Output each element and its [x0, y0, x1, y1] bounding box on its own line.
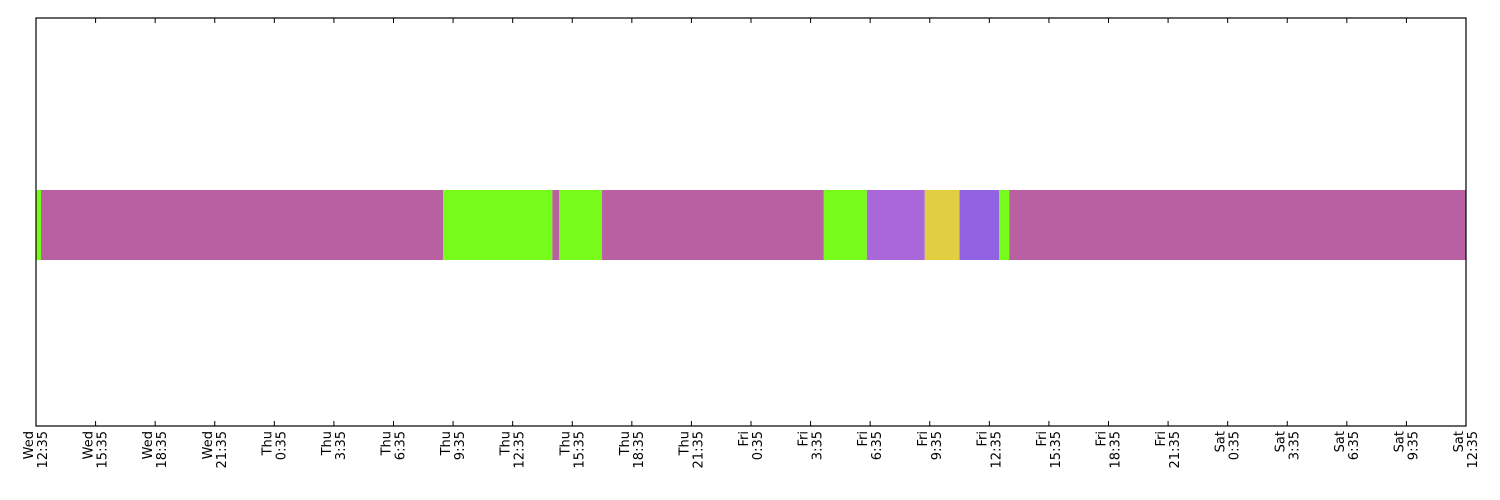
x-tick-label-4: Thu 0:35: [260, 431, 289, 460]
x-tick-day-label: Wed: [82, 431, 97, 459]
x-tick-time-label: 12:35: [36, 431, 51, 468]
x-tick-day-label: Fri: [737, 431, 752, 447]
timeline-segment-1: [40, 190, 444, 260]
x-tick-time-label: 3:35: [1287, 431, 1302, 460]
x-tick-label-7: Thu 9:35: [439, 431, 468, 460]
x-tick-label-24: Sat 12:35: [1452, 431, 1481, 468]
x-tick-time-label: 0:35: [1228, 431, 1243, 460]
x-tick-time-label: 3:35: [334, 431, 349, 460]
x-tick-label-5: Thu 3:35: [320, 431, 349, 460]
x-tick-label-21: Sat 3:35: [1273, 431, 1302, 460]
x-tick-label-3: Wed 21:35: [201, 431, 230, 468]
x-tick-time-label: 18:35: [632, 431, 647, 468]
x-tick-day-label: Fri: [1154, 431, 1169, 447]
x-tick-time-label: 9:35: [1406, 431, 1421, 460]
timeline-segment-9: [959, 190, 1000, 260]
timeline-segment-8: [924, 190, 960, 260]
x-tick-time-label: 12:35: [1466, 431, 1481, 468]
x-tick-label-10: Thu 18:35: [618, 431, 647, 468]
x-tick-label-23: Sat 9:35: [1392, 431, 1421, 460]
x-tick-label-0: Wed 12:35: [22, 431, 51, 468]
x-tick-time-label: 9:35: [453, 431, 468, 460]
x-tick-time-label: 0:35: [274, 431, 289, 460]
x-tick-time-label: 6:35: [870, 431, 885, 460]
timeline-segment-4: [559, 190, 603, 260]
timeline-segment-2: [443, 190, 553, 260]
x-tick-day-label: Wed: [201, 431, 216, 459]
x-tick-label-12: Fri 0:35: [737, 431, 766, 460]
x-tick-day-label: Wed: [141, 431, 156, 459]
x-tick-label-16: Fri 12:35: [975, 431, 1004, 468]
x-tick-time-label: 15:35: [96, 431, 111, 468]
x-tick-day-label: Fri: [1035, 431, 1050, 447]
x-tick-day-label: Thu: [320, 431, 335, 456]
x-tick-label-9: Thu 15:35: [558, 431, 587, 468]
x-tick-day-label: Thu: [677, 431, 692, 456]
x-tick-time-label: 21:35: [1168, 431, 1183, 468]
x-tick-day-label: Fri: [916, 431, 931, 447]
x-tick-label-8: Thu 12:35: [499, 431, 528, 468]
timeline-segment-7: [866, 190, 925, 260]
x-tick-day-label: Fri: [856, 431, 871, 447]
x-tick-label-2: Wed 18:35: [141, 431, 170, 468]
x-tick-time-label: 21:35: [691, 431, 706, 468]
x-tick-label-15: Fri 9:35: [916, 431, 945, 460]
timeline-segments: [36, 190, 1466, 260]
x-tick-time-label: 6:35: [1347, 431, 1362, 460]
x-tick-time-label: 15:35: [572, 431, 587, 468]
x-tick-day-label: Thu: [380, 431, 395, 456]
x-tick-day-label: Sat: [1392, 431, 1407, 452]
x-tick-label-20: Sat 0:35: [1214, 431, 1243, 460]
x-tick-day-label: Wed: [22, 431, 37, 459]
x-tick-day-label: Thu: [439, 431, 454, 456]
x-tick-day-label: Thu: [558, 431, 573, 456]
x-tick-label-1: Wed 15:35: [82, 431, 111, 468]
x-tick-time-label: 21:35: [215, 431, 230, 468]
x-axis-ticks: [35, 18, 1467, 426]
x-tick-time-label: 0:35: [751, 431, 766, 460]
timeline-segment-5: [602, 190, 824, 260]
x-tick-day-label: Thu: [618, 431, 633, 456]
timeline-segment-6: [823, 190, 867, 260]
x-tick-time-label: 18:35: [155, 431, 170, 468]
timeline-segment-0: [36, 190, 41, 260]
x-tick-label-17: Fri 15:35: [1035, 431, 1064, 468]
x-tick-time-label: 3:35: [811, 431, 826, 460]
timeline-segment-11: [1009, 190, 1466, 260]
x-tick-label-22: Sat 6:35: [1333, 431, 1362, 460]
x-tick-day-label: Sat: [1273, 431, 1288, 452]
x-tick-day-label: Fri: [1095, 431, 1110, 447]
x-tick-day-label: Fri: [797, 431, 812, 447]
x-tick-time-label: 15:35: [1049, 431, 1064, 468]
x-tick-day-label: Sat: [1214, 431, 1229, 452]
x-tick-day-label: Sat: [1333, 431, 1348, 452]
x-tick-label-19: Fri 21:35: [1154, 431, 1183, 468]
x-tick-label-13: Fri 3:35: [797, 431, 826, 460]
x-tick-day-label: Sat: [1452, 431, 1467, 452]
x-tick-label-6: Thu 6:35: [380, 431, 409, 460]
x-tick-label-18: Fri 18:35: [1095, 431, 1124, 468]
x-tick-time-label: 6:35: [394, 431, 409, 460]
timeline-segment-10: [999, 190, 1010, 260]
x-tick-day-label: Thu: [260, 431, 275, 456]
x-tick-label-11: Thu 21:35: [677, 431, 706, 468]
x-tick-day-label: Thu: [499, 431, 514, 456]
x-tick-day-label: Fri: [975, 431, 990, 447]
x-tick-time-label: 9:35: [930, 431, 945, 460]
x-tick-time-label: 12:35: [513, 431, 528, 468]
timeline-segment-3: [552, 190, 560, 260]
x-tick-label-14: Fri 6:35: [856, 431, 885, 460]
x-axis-tick-labels: Wed 12:35 Wed 15:35 Wed 18:35 Wed 21:35 Thu 0:35 T…: [22, 431, 1481, 468]
x-tick-time-label: 18:35: [1109, 431, 1124, 468]
x-tick-time-label: 12:35: [989, 431, 1004, 468]
